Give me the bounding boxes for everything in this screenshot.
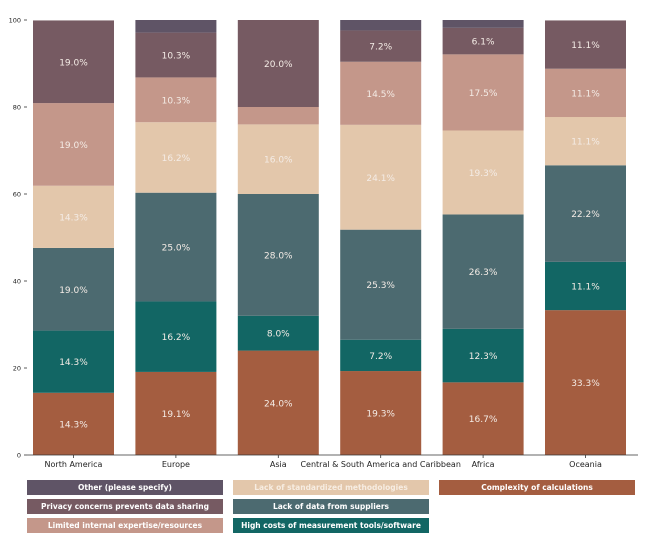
bar-segment [135,301,217,372]
bar-segment [442,20,524,28]
bar-segment [135,20,217,33]
data-label: 19.0% [59,58,88,68]
bar-segment [135,192,217,302]
x-tick-label: Central & South America and Caribbean [300,460,460,469]
data-label: 22.2% [571,210,600,220]
legend-item: High costs of measurement tools/software [233,518,429,533]
bar-segment [340,229,422,340]
data-label: 11.1% [571,283,600,293]
data-label: 11.1% [571,41,600,51]
data-label: 11.1% [571,89,600,99]
x-tick-label: Europe [162,460,190,469]
bar-segment [545,68,626,118]
data-label: 24.0% [264,399,293,409]
bar-segment [237,350,319,455]
bar-segment [442,27,524,55]
data-label: 7.2% [369,43,392,53]
bar-segment [237,20,319,107]
data-label: 19.1% [162,410,191,420]
bar-segment [442,130,524,215]
y-tick-label: 100 [9,17,21,25]
legend-item: Lack of data from suppliers [233,499,429,514]
legend-item: Lack of standardized methodologies [233,480,429,495]
data-label: 12.3% [469,352,498,362]
bar-segment [340,20,422,31]
bar-segment [33,103,114,186]
bar-segment [33,392,114,455]
data-label: 19.3% [469,169,498,179]
data-label: 19.0% [59,286,88,296]
bar-segment [135,77,217,123]
data-label: 10.3% [162,96,191,106]
data-label: 16.2% [162,154,191,164]
data-label: 28.0% [264,251,293,261]
x-tick-label: Oceania [569,460,602,469]
bar-segment [340,61,422,125]
bar-segment [545,20,626,69]
data-label: 7.2% [369,352,392,362]
y-tick-label: 40 [13,278,21,286]
bar-segment [135,371,217,455]
data-label: 26.3% [469,268,498,278]
data-label: 14.3% [59,213,88,223]
y-tick-label: 60 [13,191,21,199]
legend-item: Other (please specify) [27,480,223,495]
bar-segment [237,194,319,316]
bar-segment [340,371,422,455]
legend: Other (please specify) Privacy concerns p… [27,480,635,533]
stacked-bar-chart: 14.3% 14.3% 19.0% 14.3% 19.0% 19.0% North Amer… [9,17,638,469]
data-label: 16.0% [264,156,293,166]
bar-segment [237,124,319,194]
bar-segment [33,330,114,393]
data-label: 14.3% [59,358,88,368]
data-label: 10.3% [162,52,191,62]
bar-segment [237,315,319,351]
x-tick-label: North America [45,460,103,469]
y-tick-label: 80 [13,104,21,112]
bar-segment [135,32,217,78]
data-label: 25.3% [366,281,395,291]
data-label: 24.1% [366,174,395,184]
y-tick-label: 20 [13,365,21,373]
legend-item: Privacy concerns prevents data sharing [27,499,223,514]
data-label: 25.0% [162,244,191,254]
x-tick-label: Asia [270,460,287,469]
bar-segment [545,165,626,262]
bar-segment [442,54,524,131]
legend-item: Limited internal expertise/resources [27,518,223,533]
bar-segment [442,382,524,455]
bar-segment [545,117,626,166]
data-label: 19.0% [59,141,88,151]
data-label: 14.3% [59,420,88,430]
data-label: 16.7% [469,415,498,425]
data-label: 33.3% [571,379,600,389]
y-tick-label: 0 [17,452,21,460]
bar-segment [545,261,626,311]
bar-segment [33,247,114,331]
bar-segment [33,185,114,248]
data-label: 8.0% [267,330,290,340]
data-label: 11.1% [571,138,600,148]
data-label: 6.1% [472,38,495,48]
bar-segment [442,214,524,329]
bar-segment [442,328,524,383]
data-label: 19.3% [366,410,395,420]
x-tick-label: Africa [472,460,495,469]
data-label: 20.0% [264,60,293,70]
bar-segment [340,124,422,230]
data-label: 17.5% [469,89,498,99]
bar-segment [135,122,217,193]
bar-segment [237,107,319,125]
bar-segment [545,310,626,455]
bar-segment [340,339,422,372]
data-label: 16.2% [162,333,191,343]
bar-segment [33,20,114,104]
bar-segment [340,30,422,62]
legend-item: Complexity of calculations [439,480,635,495]
data-label: 14.5% [366,90,395,100]
